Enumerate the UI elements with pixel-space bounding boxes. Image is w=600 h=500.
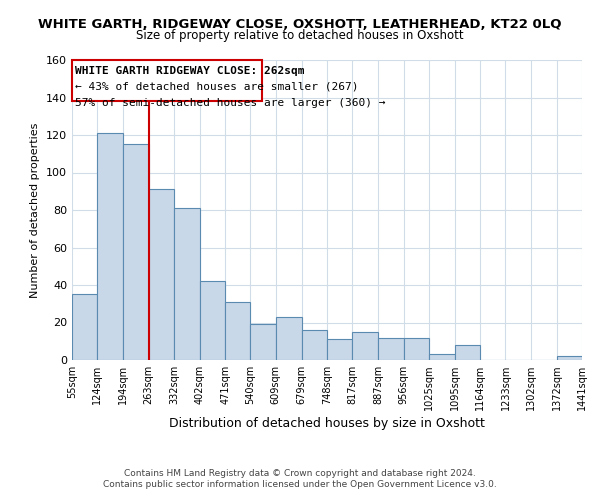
Bar xyxy=(123,144,149,360)
Text: ← 43% of detached houses are smaller (267): ← 43% of detached houses are smaller (26… xyxy=(75,82,358,92)
Bar xyxy=(97,133,123,360)
Bar xyxy=(404,338,429,360)
Bar xyxy=(378,338,404,360)
Bar xyxy=(429,354,455,360)
Bar xyxy=(225,302,250,360)
Bar xyxy=(327,340,352,360)
Bar xyxy=(276,317,302,360)
Text: WHITE GARTH, RIDGEWAY CLOSE, OXSHOTT, LEATHERHEAD, KT22 0LQ: WHITE GARTH, RIDGEWAY CLOSE, OXSHOTT, LE… xyxy=(38,18,562,30)
Bar xyxy=(72,60,262,101)
Text: WHITE GARTH RIDGEWAY CLOSE: 262sqm: WHITE GARTH RIDGEWAY CLOSE: 262sqm xyxy=(75,66,304,76)
Bar xyxy=(352,332,378,360)
X-axis label: Distribution of detached houses by size in Oxshott: Distribution of detached houses by size … xyxy=(169,418,485,430)
Text: Size of property relative to detached houses in Oxshott: Size of property relative to detached ho… xyxy=(136,29,464,42)
Bar xyxy=(200,281,225,360)
Bar xyxy=(455,345,480,360)
Text: 57% of semi-detached houses are larger (360) →: 57% of semi-detached houses are larger (… xyxy=(75,98,385,108)
Bar xyxy=(557,356,582,360)
Text: Contains HM Land Registry data © Crown copyright and database right 2024.: Contains HM Land Registry data © Crown c… xyxy=(124,468,476,477)
Bar xyxy=(302,330,327,360)
Y-axis label: Number of detached properties: Number of detached properties xyxy=(31,122,40,298)
Bar xyxy=(72,294,97,360)
Text: Contains public sector information licensed under the Open Government Licence v3: Contains public sector information licen… xyxy=(103,480,497,489)
Bar xyxy=(174,208,200,360)
Bar xyxy=(250,324,276,360)
Bar xyxy=(149,190,174,360)
